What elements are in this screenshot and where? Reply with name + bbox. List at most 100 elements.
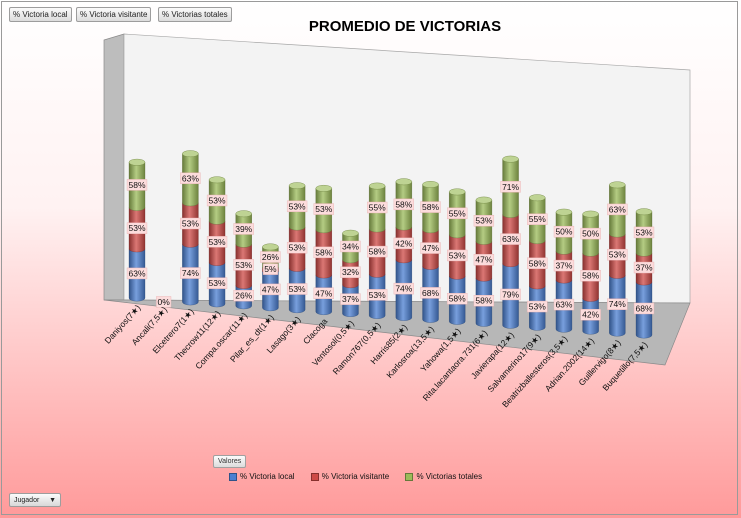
data-label: 26% [235, 291, 252, 301]
data-label: 53% [635, 227, 652, 237]
data-label-bg [393, 237, 414, 250]
bar-top [635, 208, 653, 216]
data-label: 53% [128, 223, 145, 233]
data-label: 53% [209, 237, 226, 247]
data-label-bg [233, 259, 254, 271]
data-label: 53% [609, 250, 626, 260]
data-label-bg [500, 288, 521, 301]
data-label: 58% [422, 202, 439, 212]
bar-top [342, 229, 359, 237]
data-label: 53% [289, 284, 306, 294]
data-label: 47% [262, 284, 279, 294]
data-label: 55% [369, 202, 386, 212]
data-label: 63% [182, 173, 199, 183]
data-label: 58% [128, 180, 145, 190]
data-label: 47% [475, 255, 492, 265]
data-label: 74% [182, 268, 199, 278]
data-label: 53% [529, 302, 546, 312]
data-label-bg [206, 194, 228, 207]
bar-top [235, 210, 252, 218]
data-label: 37% [555, 261, 572, 271]
data-label-bg [340, 293, 361, 305]
bar-top [449, 188, 466, 196]
data-label-bg [607, 203, 628, 216]
data-label: 47% [315, 288, 332, 298]
data-label-bg [553, 298, 575, 311]
data-label: 26% [262, 252, 279, 262]
data-label-bg [553, 225, 575, 238]
data-label: 58% [529, 258, 546, 268]
legend-item-victoria-visitante: % Victoria visitante [310, 472, 390, 481]
data-label: 55% [529, 214, 546, 224]
field-button-victoria-visitante[interactable]: % Victoria visitante [76, 7, 152, 22]
data-label-bg [286, 200, 308, 213]
row-field-button-jugador[interactable]: Jugador ▼ [9, 493, 61, 507]
values-button[interactable]: Valores [213, 455, 247, 468]
data-label-bg [367, 289, 388, 301]
bar-top [368, 182, 386, 190]
data-label-bg [313, 203, 334, 215]
legend-item-victorias-totales: % Victorias totales [405, 472, 482, 481]
data-label-bg [206, 277, 228, 289]
data-label-bg [633, 302, 655, 315]
data-label: 55% [449, 208, 466, 218]
data-label-bg [340, 266, 361, 278]
data-label: 42% [395, 238, 412, 248]
bar-top [529, 194, 546, 202]
field-button-victorias-totales[interactable]: % Victorias totales [158, 7, 232, 22]
chart-side-wall [103, 33, 125, 301]
data-label: 58% [449, 294, 466, 304]
data-label: 53% [289, 243, 306, 253]
data-label: 63% [502, 234, 519, 244]
data-label-bg [340, 240, 361, 253]
data-label: 0% [158, 297, 171, 307]
chevron-down-icon[interactable]: ▼ [49, 497, 56, 504]
data-label-bg [126, 267, 148, 280]
bar-top [288, 182, 306, 190]
data-label-bg [527, 213, 548, 225]
data-label: 37% [635, 263, 652, 273]
bar-top [475, 196, 493, 204]
bar-top [422, 181, 439, 188]
data-label: 71% [502, 182, 519, 192]
data-label-bg [286, 283, 308, 295]
field-button-victoria-local[interactable]: % Victoria local [9, 7, 72, 22]
data-label-bg [262, 263, 278, 275]
data-label-bg [420, 287, 441, 299]
data-label-bg [500, 181, 521, 193]
data-label-bg [180, 217, 201, 230]
data-label: 53% [235, 260, 252, 270]
data-label-bg [500, 233, 521, 245]
legend-swatch [405, 472, 414, 481]
data-label-bg [156, 296, 172, 308]
data-label-bg [313, 246, 334, 259]
data-label-bg [126, 179, 148, 191]
data-label: 68% [635, 303, 652, 313]
data-label: 32% [342, 267, 359, 277]
data-label: 58% [369, 247, 386, 257]
data-label: 53% [209, 195, 226, 205]
data-label-bg [473, 254, 495, 266]
data-label: 53% [475, 216, 492, 226]
legend-swatch [310, 472, 319, 481]
data-label: 53% [449, 250, 466, 260]
data-label: 47% [422, 243, 439, 253]
bar-top [208, 176, 226, 184]
data-label: 74% [395, 284, 412, 294]
bar-top [128, 158, 146, 166]
legend-label: % Victoria visitante [321, 472, 390, 481]
data-label-bg [367, 201, 388, 214]
legend-swatch [229, 472, 237, 481]
data-label: 53% [289, 201, 306, 211]
data-label-bg [180, 172, 201, 184]
bar-top [502, 155, 519, 163]
data-label-bg [180, 267, 201, 279]
legend-label: % Victoria local [240, 472, 295, 481]
chart-legend: % Victoria local % Victoria visitante % … [229, 472, 496, 481]
data-label-bg [367, 245, 388, 258]
data-label: 58% [315, 247, 332, 257]
data-label-bg [633, 261, 655, 274]
bar-top [315, 184, 332, 192]
bar-top [395, 178, 413, 186]
